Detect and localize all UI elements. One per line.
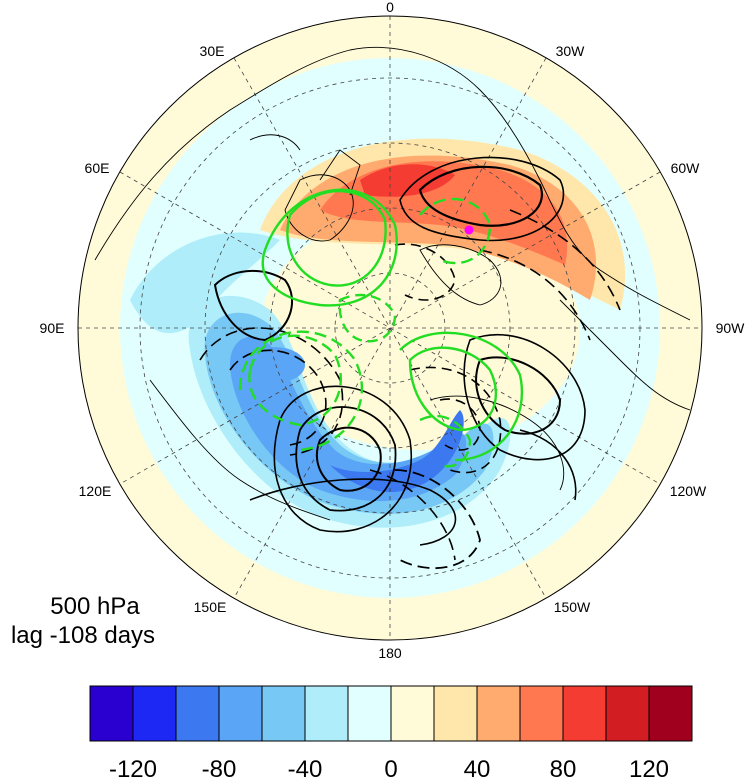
coastlines xyxy=(94,46,691,521)
lon-label-180: 180 xyxy=(378,645,402,661)
colorbar-swatch xyxy=(132,685,177,742)
lon-label-60e: 60E xyxy=(85,160,110,176)
black-contours xyxy=(199,156,621,570)
colorbar-swatch xyxy=(476,685,521,742)
colorbar-swatch xyxy=(89,685,134,742)
colorbar-swatch xyxy=(390,685,435,742)
colorbar: -120 -80 -40 0 40 80 120 xyxy=(89,685,693,779)
reference-point-marker xyxy=(464,225,474,235)
lon-label-150e: 150E xyxy=(194,599,227,615)
lag-label: lag -108 days xyxy=(10,622,156,649)
longitude-labels: 0 30W 60W 90W 120W 150W 180 150E 120E 90… xyxy=(40,0,746,661)
colorbar-tick-label: 120 xyxy=(629,756,669,779)
lon-label-30e: 30E xyxy=(200,43,225,59)
lon-label-90e: 90E xyxy=(40,320,65,336)
colorbar-tick-label: 0 xyxy=(384,756,397,779)
colorbar-swatch xyxy=(605,685,650,742)
colorbar-swatch xyxy=(433,685,478,742)
pressure-level-label: 500 hPa xyxy=(50,593,140,620)
lon-label-60w: 60W xyxy=(671,160,701,176)
colorbar-swatch xyxy=(304,685,349,742)
lon-label-90w: 90W xyxy=(716,320,746,336)
colorbar-swatch xyxy=(261,685,306,742)
colorbar-tick-label: -120 xyxy=(109,756,157,779)
lon-label-120e: 120E xyxy=(79,483,112,499)
map-boundary xyxy=(77,15,703,641)
lon-label-30w: 30W xyxy=(556,43,586,59)
colorbar-tick-label: 40 xyxy=(464,756,491,779)
colorbar-swatch xyxy=(519,685,564,742)
colorbar-swatch xyxy=(218,685,263,742)
lon-label-0: 0 xyxy=(386,0,394,15)
lon-label-120w: 120W xyxy=(670,483,707,499)
colorbar-swatch xyxy=(648,685,693,742)
polar-map xyxy=(77,15,703,641)
colorbar-tick-label: -80 xyxy=(202,756,237,779)
lon-label-150w: 150W xyxy=(554,599,591,615)
colorbar-swatch xyxy=(175,685,220,742)
colorbar-swatch xyxy=(562,685,607,742)
colorbar-tick-label: -40 xyxy=(288,756,323,779)
colorbar-tick-label: 80 xyxy=(550,756,577,779)
colorbar-swatch xyxy=(347,685,392,742)
green-contours xyxy=(238,188,523,468)
